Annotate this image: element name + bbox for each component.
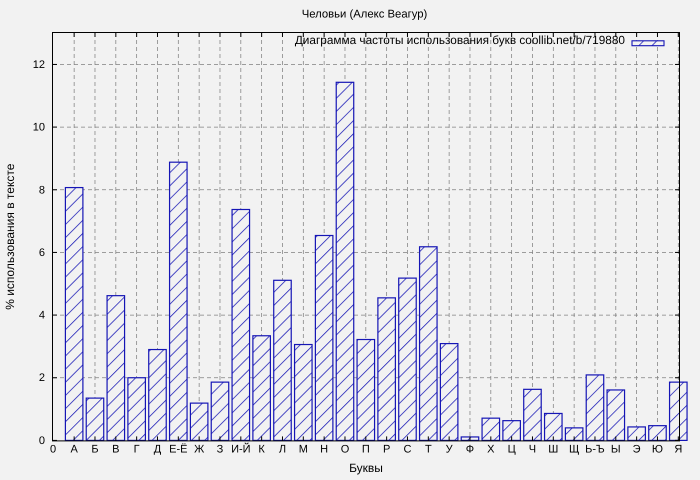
svg-text:0: 0 bbox=[50, 443, 56, 455]
svg-text:Буквы: Буквы bbox=[349, 461, 383, 475]
svg-text:Э: Э bbox=[633, 443, 641, 455]
svg-text:Т: Т bbox=[425, 443, 432, 455]
svg-text:Я: Я bbox=[674, 443, 682, 455]
svg-text:Л: Л bbox=[279, 443, 286, 455]
svg-text:0: 0 bbox=[39, 435, 45, 447]
svg-text:М: М bbox=[299, 443, 308, 455]
svg-text:Д: Д bbox=[154, 443, 162, 455]
svg-text:12: 12 bbox=[33, 59, 45, 71]
svg-text:Ц: Ц bbox=[508, 443, 516, 455]
svg-text:Х: Х bbox=[487, 443, 495, 455]
svg-text:Ф: Ф bbox=[466, 443, 474, 455]
svg-text:П: П bbox=[362, 443, 370, 455]
svg-text:4: 4 bbox=[39, 310, 45, 322]
svg-text:Диаграмма частоты использовани: Диаграмма частоты использования букв coo… bbox=[295, 33, 626, 47]
svg-text:Г: Г bbox=[134, 443, 140, 455]
svg-text:6: 6 bbox=[39, 247, 45, 259]
svg-text:Ж: Ж bbox=[194, 443, 204, 455]
svg-text:И-Й: И-Й bbox=[231, 442, 250, 455]
svg-text:У: У bbox=[446, 443, 454, 455]
svg-text:С: С bbox=[403, 443, 411, 455]
svg-text:% использования в тексте: % использования в тексте bbox=[3, 163, 17, 309]
svg-text:Б: Б bbox=[91, 443, 98, 455]
svg-text:Ь-Ъ: Ь-Ъ bbox=[585, 443, 605, 455]
svg-text:З: З bbox=[217, 443, 224, 455]
svg-text:В: В bbox=[112, 443, 119, 455]
svg-text:2: 2 bbox=[39, 372, 45, 384]
svg-text:Ч: Ч bbox=[529, 443, 536, 455]
svg-text:8: 8 bbox=[39, 184, 45, 196]
svg-text:Н: Н bbox=[320, 443, 328, 455]
svg-text:Ю: Ю bbox=[652, 443, 663, 455]
svg-text:10: 10 bbox=[33, 122, 45, 134]
svg-text:Е-Ё: Е-Ё bbox=[169, 442, 187, 455]
svg-text:Человьи (Алекс Веагур): Человьи (Алекс Веагур) bbox=[302, 8, 428, 20]
svg-text:Ы: Ы bbox=[611, 443, 621, 455]
svg-text:А: А bbox=[70, 443, 78, 455]
svg-text:О: О bbox=[341, 443, 350, 455]
svg-text:Р: Р bbox=[383, 443, 390, 455]
svg-text:Щ: Щ bbox=[569, 443, 579, 455]
svg-text:Ш: Ш bbox=[548, 443, 558, 455]
svg-text:К: К bbox=[258, 443, 265, 455]
